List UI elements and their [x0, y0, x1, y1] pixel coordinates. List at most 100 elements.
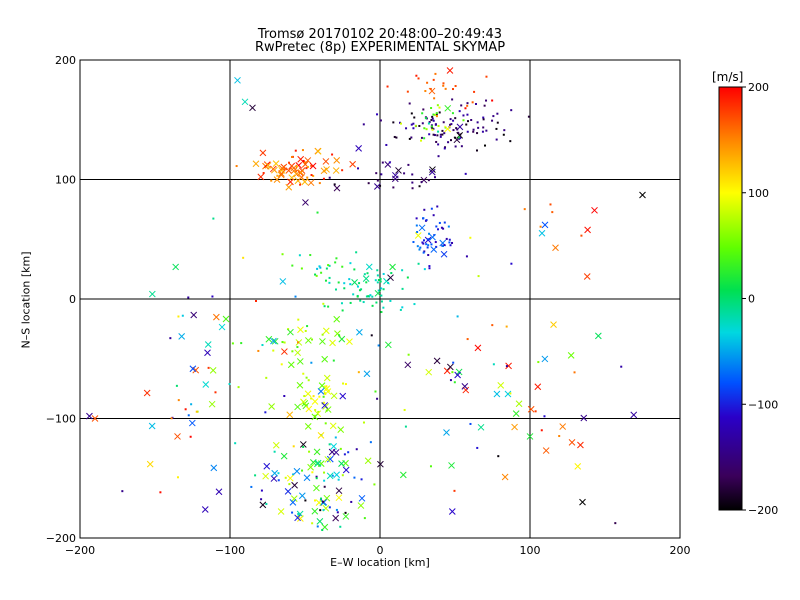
- data-points: [86, 67, 646, 532]
- y-axis-label: N–S location [km]: [19, 251, 33, 349]
- data-point-dot: [355, 448, 358, 451]
- data-point-dot: [307, 379, 310, 382]
- data-point-dot: [195, 410, 198, 413]
- colorbar-tick-label: −100: [748, 398, 778, 411]
- data-point-cross: [440, 250, 448, 258]
- data-point-cross: [174, 433, 181, 440]
- data-point-dot: [356, 295, 359, 298]
- data-point-dot: [441, 133, 444, 136]
- data-point-cross: [512, 410, 520, 417]
- data-point-cross: [330, 392, 338, 400]
- data-point-cross: [559, 423, 567, 430]
- data-point-cross: [297, 169, 305, 176]
- data-point-dot: [386, 85, 389, 88]
- data-point-dot: [423, 250, 426, 253]
- data-point-cross: [208, 400, 216, 408]
- data-point-dot: [314, 499, 317, 502]
- data-point-cross: [91, 415, 99, 422]
- data-point-dot: [502, 133, 505, 136]
- data-point-cross: [146, 460, 154, 468]
- data-point-cross: [338, 460, 345, 468]
- data-point-dot: [424, 117, 427, 120]
- data-point-cross: [290, 495, 298, 502]
- colorbar: [718, 86, 743, 511]
- data-point-dot: [438, 106, 441, 109]
- x-tick-label: 100: [520, 544, 541, 557]
- data-point-cross: [591, 206, 598, 214]
- data-point-dot: [444, 146, 447, 149]
- data-point-dot: [310, 174, 313, 177]
- data-point-dot: [343, 287, 346, 290]
- data-point-dot: [301, 469, 304, 472]
- data-point-cross: [188, 419, 196, 427]
- data-point-dot: [284, 476, 287, 479]
- data-point-cross: [335, 494, 343, 502]
- data-point-dot: [336, 511, 339, 514]
- data-point-cross: [332, 449, 340, 456]
- data-point-dot: [410, 123, 413, 126]
- data-point-cross: [374, 183, 381, 190]
- data-point-dot: [380, 300, 383, 303]
- data-point-dot: [451, 98, 454, 101]
- data-point-dot: [389, 299, 392, 302]
- data-point-cross: [330, 443, 338, 450]
- data-point-dot: [466, 102, 469, 105]
- data-point-cross: [252, 160, 260, 168]
- data-point-cross: [202, 381, 210, 388]
- data-point-dot: [399, 308, 402, 311]
- data-point-dot: [281, 341, 284, 344]
- data-point-dot: [411, 181, 414, 184]
- data-point-dot: [382, 306, 385, 309]
- data-point-dot: [377, 289, 380, 292]
- data-point-dot: [442, 84, 445, 87]
- data-point-dot: [473, 90, 476, 93]
- data-point-dot: [374, 279, 377, 282]
- data-point-cross: [443, 429, 450, 436]
- data-point-dot: [450, 123, 453, 126]
- data-point-dot: [297, 341, 300, 344]
- data-point-dot: [497, 455, 500, 458]
- data-point-dot: [375, 301, 378, 304]
- data-point-dot: [283, 395, 286, 398]
- data-point-dot: [211, 295, 214, 298]
- data-point-dot: [353, 268, 356, 271]
- data-point-dot: [214, 391, 217, 394]
- data-point-dot: [503, 129, 506, 132]
- data-point-cross: [318, 382, 326, 389]
- data-point-cross: [215, 488, 223, 496]
- x-tick-label: 0: [377, 544, 384, 557]
- data-point-cross: [322, 158, 330, 165]
- data-point-dot: [407, 163, 410, 166]
- data-point-cross: [342, 513, 350, 520]
- data-point-dot: [358, 282, 361, 285]
- data-point-dot: [332, 359, 335, 362]
- data-point-cross: [301, 178, 309, 186]
- data-point-cross: [213, 313, 220, 321]
- data-point-dot: [287, 328, 290, 331]
- data-point-cross: [446, 363, 454, 371]
- y-tick-label: 100: [55, 174, 76, 187]
- data-point-cross: [263, 462, 271, 470]
- data-point-cross: [414, 232, 422, 239]
- data-point-dot: [460, 104, 463, 107]
- data-point-dot: [437, 155, 440, 158]
- data-point-dot: [328, 276, 331, 279]
- data-point-cross: [474, 344, 482, 352]
- data-point-dot: [415, 217, 418, 220]
- data-point-cross: [270, 337, 277, 345]
- data-point-dot: [614, 522, 617, 525]
- data-point-cross: [265, 335, 273, 343]
- data-point-dot: [418, 185, 421, 188]
- colorbar-tick-label: −200: [748, 504, 778, 517]
- data-point-dot: [304, 329, 307, 332]
- x-axis-label: E–W location [km]: [330, 556, 430, 569]
- data-point-dot: [301, 149, 304, 152]
- data-point-cross: [342, 466, 350, 474]
- data-point-cross: [317, 388, 325, 395]
- data-point-dot: [425, 128, 428, 131]
- data-point-dot: [377, 344, 380, 347]
- data-point-cross: [321, 355, 329, 363]
- chart-title: Tromsø 20170102 20:48:00–20:49:43: [257, 27, 503, 42]
- data-point-dot: [277, 479, 280, 482]
- data-point-dot: [419, 246, 422, 249]
